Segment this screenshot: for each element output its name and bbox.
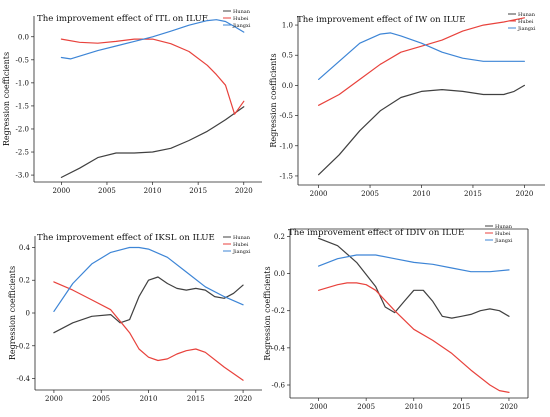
series-line-jiangxi [60,19,245,60]
legend-label-hubei: Hubei [233,16,249,22]
x-tick-label: 2000 [52,187,70,195]
legend-label-hunan: Hunan [233,9,251,15]
x-tick-label: 2010 [144,187,162,195]
y-tick-label: -0.4 [272,344,286,352]
y-tick-label: 0 [26,310,30,318]
y-tick-label: -0.2 [17,342,31,350]
legend-label-hunan: Hunan [518,12,536,18]
x-tick-label: 2000 [310,190,328,198]
y-tick-label: 0.2 [274,233,285,241]
x-tick-label: 2000 [45,395,63,403]
series-line-jiangxi [318,254,510,273]
x-tick-label: 2015 [187,395,205,403]
y-tick-label: -0.4 [17,375,31,383]
y-tick-label: -1.5 [280,172,294,180]
x-tick-label: 2010 [405,403,423,411]
x-tick-label: 2015 [452,403,470,411]
x-tick-label: 2000 [310,403,328,411]
series-line-hunan [53,276,244,334]
y-tick-label: -0.5 [280,112,294,120]
x-tick-label: 2005 [92,395,110,403]
legend-label-jiangxi: Jiangxi [232,23,251,29]
chart-title: The improvement effect of IDIV on ILUE [288,228,464,238]
y-tick-label: -1.5 [16,102,30,110]
legend-label-hubei: Hubei [233,242,249,248]
y-tick-label: -1.0 [280,142,294,150]
legend-label-jiangxi: Jiangxi [517,26,536,32]
series-line-hubei [318,17,526,106]
x-tick-label: 2010 [413,190,431,198]
y-tick-label: -0.6 [272,382,286,390]
legend-label-jiangxi: Jiangxi [494,238,513,244]
y-tick-label: 0.0 [282,82,293,90]
series-line-hunan [318,84,526,176]
series-line-hunan [318,237,510,319]
x-tick-label: 2020 [235,187,253,195]
legend-label-hubei: Hubei [518,19,534,25]
series-line-hubei [60,38,245,115]
legend-label-hunan: Hunan [233,235,251,241]
x-tick-label: 2015 [464,190,482,198]
chart-title: The improvement effect of IKSL on ILUE [37,233,215,243]
chart-title: The improvement effect of IW on ILUE [297,15,466,25]
chart-panel-2: 2000 2005 2010 2015 2020 1.0 0.5 0.0 -0.5 -1.0 -1.… [269,12,545,198]
chart-panel-1: 2000 2005 2010 2015 2020 0.0 -0.5 -1.0 -1.5 -2.0 -… [2,9,262,195]
x-tick-label: 2020 [516,190,534,198]
y-tick-label: -3.0 [16,172,30,180]
series-line-jiangxi [318,32,526,81]
x-tick-label: 2015 [189,187,207,195]
x-tick-label: 2020 [500,403,518,411]
series-line-hunan [60,106,245,178]
x-tick-label: 2005 [361,190,379,198]
x-tick-label: 2005 [98,187,116,195]
y-axis-label: Regression coefficients [2,52,11,146]
chart-panel-4: 2000 2005 2010 2015 2020 0.2 0.0 -0.2 -0.4 -0.6 Re… [263,224,529,411]
y-tick-label: 0.0 [274,270,285,278]
x-tick-label: 2005 [357,403,375,411]
y-tick-label: -0.2 [272,307,286,315]
chart-panel-3: 2000 2005 2010 2015 2020 0.4 0.2 0 -0.2 -0.4 Regre… [8,233,262,403]
chart-title: The improvement effect of ITL on ILUE [37,14,208,24]
y-axis-label: Regression coefficients [8,266,17,360]
y-tick-label: 0.5 [282,52,293,60]
y-tick-label: -1.0 [16,79,30,87]
series-line-hubei [318,282,510,393]
x-tick-label: 2010 [140,395,158,403]
y-tick-label: 1.0 [282,22,293,30]
y-tick-label: 0.0 [18,33,29,41]
x-tick-label: 2020 [234,395,252,403]
y-tick-label: -2.0 [16,125,30,133]
series-line-jiangxi [53,246,244,312]
legend-label-hubei: Hubei [495,231,511,237]
y-tick-label: -0.5 [16,56,30,64]
y-axis-label: Regression coefficients [263,266,272,360]
legend-label-hunan: Hunan [495,224,513,230]
y-tick-label: 0.2 [19,277,30,285]
y-axis-label: Regression coefficients [269,53,278,147]
series-line-hubei [53,281,244,381]
legend-label-jiangxi: Jiangxi [232,249,251,255]
y-tick-label: 0.4 [19,244,31,252]
y-tick-label: -2.5 [16,149,30,157]
